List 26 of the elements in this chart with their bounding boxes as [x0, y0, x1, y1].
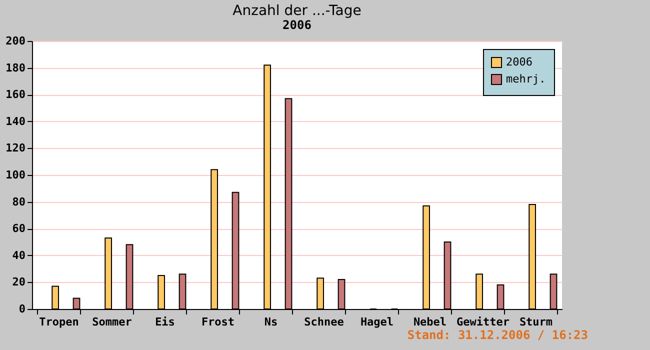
x-tick-label: Sturm	[519, 316, 553, 328]
chart-title: Anzahl der ...-Tage	[232, 3, 362, 19]
x-tick-label: Schnee	[304, 316, 344, 328]
x-tick-label: Frost	[201, 316, 235, 328]
y-tick-label: 100	[6, 168, 26, 182]
y-tick-label: 140	[6, 114, 26, 128]
legend-label: 2006	[506, 56, 532, 68]
y-tick-label: 160	[6, 88, 26, 102]
chart-subtitle: 2006	[282, 18, 312, 32]
legend-label: mehrj.	[506, 72, 546, 86]
x-tick-label: Hagel	[360, 316, 394, 328]
y-tick-label: 40	[12, 248, 26, 262]
y-tick-label: 120	[6, 142, 26, 155]
y-tick-label: 20	[12, 276, 26, 289]
x-tick-label: Sommer	[92, 316, 132, 328]
x-tick-label: Gewitter	[456, 316, 510, 328]
x-tick-label: Eis	[155, 316, 175, 328]
x-tick-label: Ns	[264, 316, 278, 328]
y-tick-label: 200	[6, 34, 26, 48]
y-tick-label: 0	[18, 302, 26, 316]
x-tick-label: Nebel	[413, 316, 447, 328]
text: Stand: 31.12.2006 / 16:23	[407, 328, 588, 342]
y-tick-label: 60	[12, 222, 26, 236]
y-tick-label: 180	[6, 61, 26, 74]
y-tick-label: 80	[12, 195, 26, 208]
x-tick-label: Tropen	[39, 316, 79, 328]
